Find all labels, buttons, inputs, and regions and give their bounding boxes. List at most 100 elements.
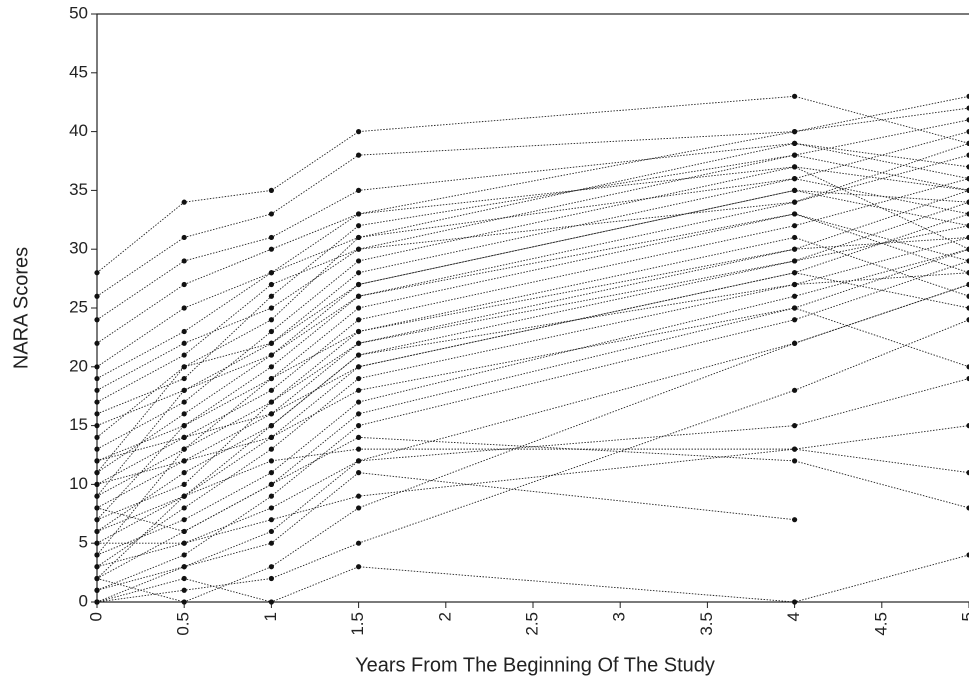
data-point — [966, 129, 969, 135]
series-line — [96, 307, 969, 485]
data-point — [181, 434, 187, 440]
data-point — [966, 199, 969, 205]
series-line — [96, 178, 969, 438]
data-point — [268, 564, 274, 570]
data-point — [792, 234, 798, 241]
series-line — [96, 178, 969, 485]
data-point — [94, 375, 100, 382]
data-point — [268, 399, 274, 405]
data-point — [268, 493, 274, 499]
data-point — [268, 305, 274, 311]
data-point — [268, 458, 274, 464]
series-line — [96, 319, 969, 603]
data-point — [268, 375, 274, 382]
data-point — [356, 446, 362, 452]
data-point — [94, 552, 100, 558]
y-tick-label: 45 — [69, 62, 88, 81]
series-line — [96, 189, 969, 509]
series-line — [96, 272, 969, 462]
data-point — [181, 470, 187, 476]
data-point — [356, 293, 362, 299]
data-point — [966, 505, 969, 511]
data-point — [966, 364, 969, 370]
data-point — [356, 340, 362, 346]
data-point — [181, 399, 187, 405]
data-point — [268, 317, 274, 323]
series-line — [96, 95, 969, 274]
data-point — [268, 481, 274, 487]
data-point — [356, 423, 362, 429]
data-point — [268, 434, 274, 440]
y-tick-label: 30 — [69, 239, 88, 258]
data-point — [356, 305, 362, 311]
data-point — [356, 317, 362, 323]
data-point — [94, 587, 100, 593]
data-point — [181, 446, 187, 452]
data-point — [181, 575, 187, 582]
data-point — [966, 470, 969, 476]
data-point — [792, 446, 798, 452]
data-point — [181, 587, 187, 593]
data-point — [966, 281, 969, 288]
data-point — [356, 364, 362, 370]
series-line — [96, 131, 969, 427]
x-tick-label: 3 — [610, 612, 629, 621]
data-point — [268, 281, 274, 288]
data-point — [356, 411, 362, 417]
data-point — [356, 493, 362, 499]
data-point — [94, 528, 100, 535]
series-line — [96, 378, 969, 568]
data-point — [792, 246, 798, 252]
data-point — [268, 540, 274, 546]
data-point — [792, 152, 798, 158]
data-point — [268, 187, 274, 193]
data-point — [268, 352, 274, 358]
x-tick-label: 4.5 — [871, 612, 890, 636]
series-line — [96, 248, 969, 556]
series-line — [96, 119, 969, 391]
data-point — [181, 458, 187, 464]
data-point — [94, 434, 100, 440]
data-point — [94, 340, 100, 346]
data-point — [181, 540, 187, 546]
data-point — [356, 540, 362, 546]
series-line — [96, 95, 969, 368]
data-point — [356, 152, 362, 158]
series-line — [96, 142, 969, 321]
data-point — [94, 446, 100, 452]
data-point — [966, 164, 969, 170]
data-point — [966, 117, 969, 123]
data-point — [356, 270, 362, 276]
data-point — [181, 552, 187, 558]
data-point — [966, 305, 969, 311]
data-point — [181, 505, 187, 511]
series-line — [96, 284, 969, 603]
data-point — [356, 375, 362, 382]
data-point — [181, 199, 187, 205]
data-point — [792, 305, 798, 311]
series-line — [96, 166, 969, 344]
y-tick-label: 20 — [69, 356, 88, 375]
data-point — [94, 387, 100, 393]
series-line — [96, 154, 969, 462]
data-point — [356, 234, 362, 241]
data-point — [792, 423, 798, 429]
data-point — [792, 270, 798, 276]
data-point — [966, 375, 969, 382]
y-tick-label: 25 — [69, 297, 88, 316]
data-point — [268, 340, 274, 346]
x-tick-label: 2 — [435, 612, 454, 621]
data-point — [268, 411, 274, 417]
data-point — [966, 552, 969, 558]
data-point — [94, 505, 100, 511]
data-point — [94, 364, 100, 370]
data-point — [356, 399, 362, 405]
data-point — [94, 481, 100, 487]
data-point — [94, 270, 100, 276]
data-point — [966, 317, 969, 323]
data-point — [268, 599, 274, 605]
series-line — [96, 166, 969, 450]
data-point — [792, 187, 798, 193]
data-point — [181, 387, 187, 393]
